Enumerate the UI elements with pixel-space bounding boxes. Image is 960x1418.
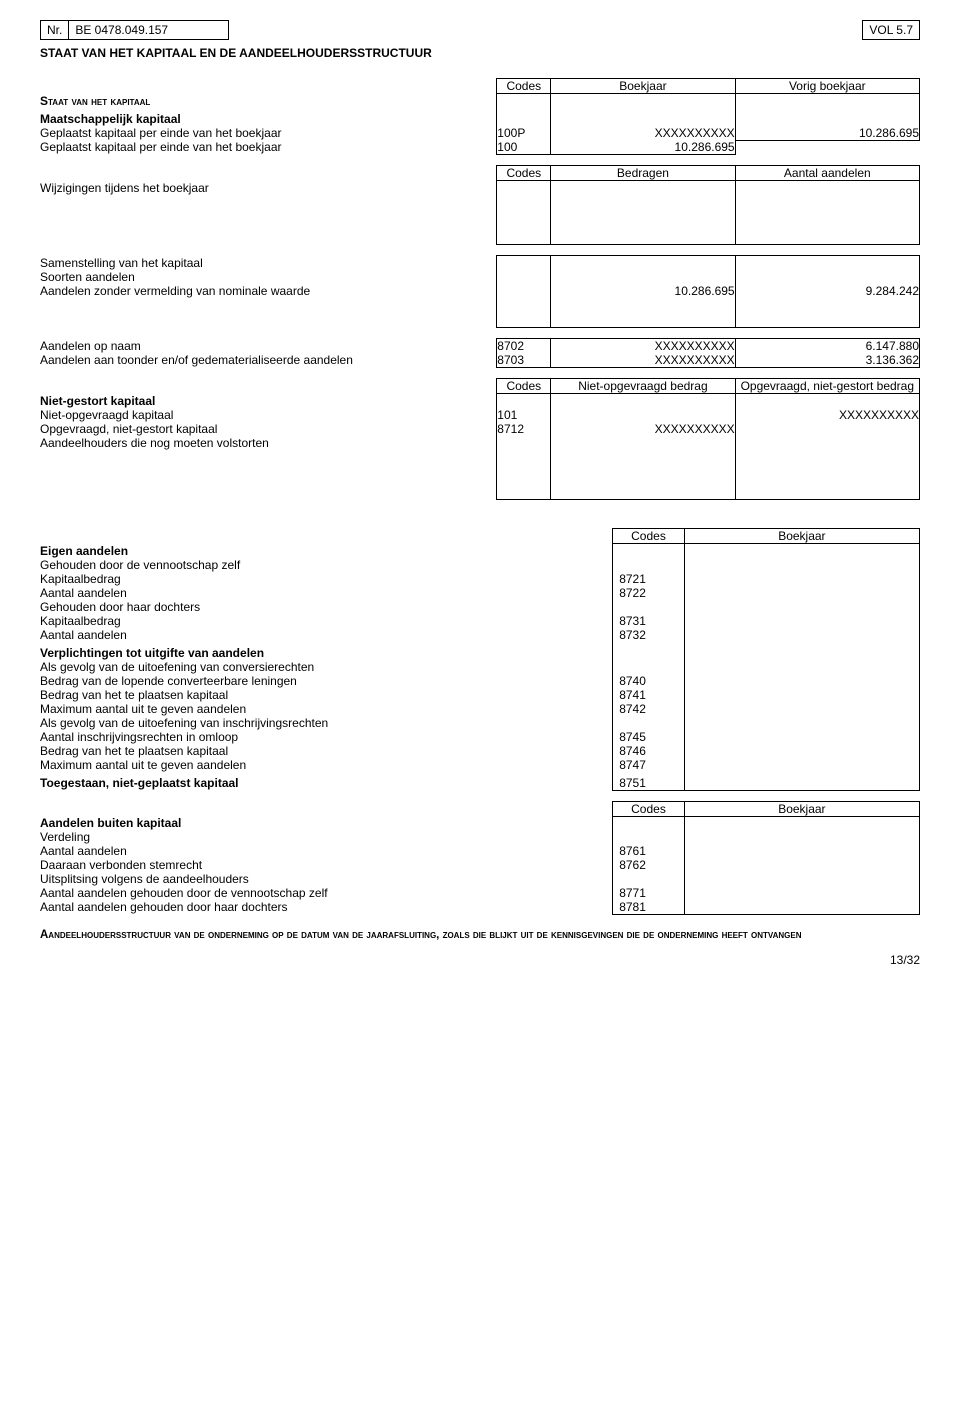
soorten-label: Soorten aandelen <box>40 270 497 284</box>
niet-gestort-heading: Niet-gestort kapitaal <box>40 394 497 408</box>
nr-value: BE 0478.049.157 <box>69 20 229 40</box>
footer-text: Aandeelhoudersstructuur van de ondernemi… <box>40 929 920 941</box>
hdr-codes: Codes <box>613 801 685 816</box>
hdr-opgevraagd: Opgevraagd, niet-gestort bedrag <box>735 379 919 394</box>
page-number: 13/32 <box>40 953 920 967</box>
wijzigingen-label: Wijzigingen tijdens het boekjaar <box>40 181 497 195</box>
table-samenstelling: Samenstelling van het kapitaal Soorten a… <box>40 255 920 328</box>
nr-label: Nr. <box>40 20 69 40</box>
hdr-codes: Codes <box>613 529 685 544</box>
table-row: Aantal aandelen8761 <box>40 844 920 858</box>
table-row: Aantal aandelen8732 <box>40 628 920 642</box>
table-niet-gestort: Codes Niet-opgevraagd bedrag Opgevraagd,… <box>40 378 920 500</box>
vol-code: VOL 5.7 <box>862 20 920 40</box>
toegestaan-heading: Toegestaan, niet-geplaatst kapitaal <box>40 776 613 791</box>
table-eigen-aandelen: Codes Boekjaar Eigen aandelen Gehouden d… <box>40 528 920 791</box>
hdr-boekjaar: Boekjaar <box>684 529 919 544</box>
table-row: Niet-opgevraagd kapitaal 101 XXXXXXXXXX <box>40 408 920 422</box>
table-row: Aandeelhouders die nog moeten volstorten <box>40 436 920 450</box>
hdr-bedragen: Bedragen <box>551 166 735 181</box>
table-row: Aantal aandelen gehouden door de vennoot… <box>40 886 920 900</box>
hdr-codes: Codes <box>497 79 551 94</box>
hdr-boekjaar: Boekjaar <box>551 79 735 94</box>
main-title: STAAT VAN HET KAPITAAL EN DE AANDEELHOUD… <box>40 46 920 60</box>
buiten-heading: Aandelen buiten kapitaal <box>40 816 613 830</box>
table-row: Opgevraagd, niet-gestort kapitaal 8712 X… <box>40 422 920 436</box>
table-aandelen-naam: Aandelen op naam 8702 XXXXXXXXXX 6.147.8… <box>40 338 920 368</box>
table-row: Toegestaan, niet-geplaatst kapitaal 8751 <box>40 776 920 791</box>
table-wijzigingen: Codes Bedragen Aantal aandelen Wijziging… <box>40 165 920 245</box>
staat-heading: Staat van het kapitaal <box>40 94 150 108</box>
hdr-codes: Codes <box>497 379 551 394</box>
verplichtingen-heading: Verplichtingen tot uitgifte van aandelen <box>40 646 613 660</box>
table-row: Kapitaalbedrag8721 <box>40 572 920 586</box>
table-row: Aandelen op naam 8702 XXXXXXXXXX 6.147.8… <box>40 339 920 354</box>
table-row: Geplaatst kapitaal per einde van het boe… <box>40 126 920 141</box>
table-row: Aandelen aan toonder en/of gedemateriali… <box>40 353 920 368</box>
table-row: Aandelen zonder vermelding van nominale … <box>40 284 920 298</box>
table-row: Maximum aantal uit te geven aandelen8742 <box>40 702 920 716</box>
page-header: Nr. BE 0478.049.157 VOL 5.7 <box>40 20 920 40</box>
table-row: Aantal inschrijvingsrechten in omloop874… <box>40 730 920 744</box>
table-row: Geplaatst kapitaal per einde van het boe… <box>40 140 920 155</box>
table-row: Daaraan verbonden stemrecht8762 <box>40 858 920 872</box>
hdr-aantal: Aantal aandelen <box>735 166 919 181</box>
table-maatschappelijk: Codes Boekjaar Vorig boekjaar Staat van … <box>40 78 920 155</box>
hdr-niet-opgevraagd: Niet-opgevraagd bedrag <box>551 379 735 394</box>
maatschappelijk-heading: Maatschappelijk kapitaal <box>40 112 497 126</box>
hdr-codes: Codes <box>497 166 551 181</box>
hdr-boekjaar: Boekjaar <box>684 801 919 816</box>
table-row: Aantal aandelen gehouden door haar docht… <box>40 900 920 915</box>
table-row: Bedrag van het te plaatsen kapitaal8746 <box>40 744 920 758</box>
table-row: Bedrag van de lopende converteerbare len… <box>40 674 920 688</box>
hdr-vorig: Vorig boekjaar <box>735 79 919 94</box>
table-buiten-kapitaal: Codes Boekjaar Aandelen buiten kapitaal … <box>40 801 920 916</box>
samenstelling-heading: Samenstelling van het kapitaal <box>40 256 497 270</box>
eigen-aandelen-heading: Eigen aandelen <box>40 544 613 558</box>
table-row: Aantal aandelen8722 <box>40 586 920 600</box>
table-row: Bedrag van het te plaatsen kapitaal8741 <box>40 688 920 702</box>
table-row: Maximum aantal uit te geven aandelen8747 <box>40 758 920 772</box>
table-row: Kapitaalbedrag8731 <box>40 614 920 628</box>
